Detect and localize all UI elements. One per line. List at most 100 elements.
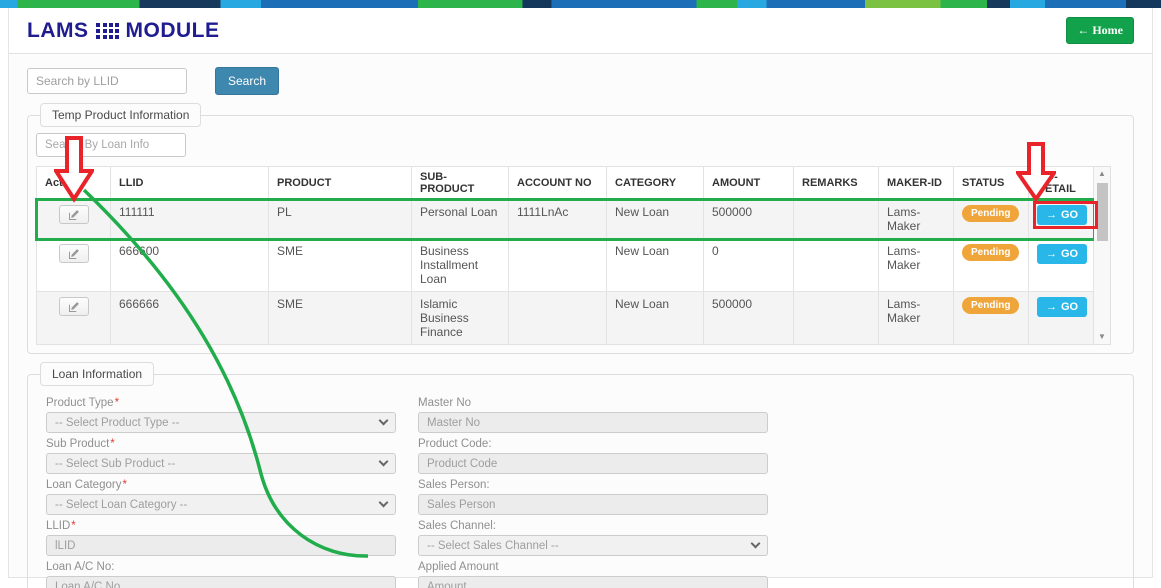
cell-category: New Loan bbox=[606, 199, 704, 239]
temp-product-section: Temp Product Information Action LLID bbox=[27, 103, 1134, 354]
llid-search-bar: Search bbox=[27, 67, 1134, 95]
llid-field[interactable] bbox=[46, 535, 396, 556]
master-no-field[interactable] bbox=[418, 412, 768, 433]
temp-product-table: Action LLID PRODUCT SUB-PRODUCT ACCOUNT … bbox=[34, 166, 1099, 345]
cell-maker-id: Lams-Maker bbox=[878, 238, 954, 292]
col-maker-id: MAKER-ID bbox=[878, 166, 954, 200]
sales-person-field[interactable] bbox=[418, 494, 768, 515]
cell-llid: 111111 bbox=[110, 199, 269, 239]
loan-information-section: Loan Information Product Type -- Select … bbox=[27, 362, 1134, 588]
chevron-down-icon bbox=[378, 497, 389, 508]
col-product: PRODUCT bbox=[268, 166, 412, 200]
pencil-icon bbox=[68, 301, 79, 312]
col-remarks: REMARKS bbox=[793, 166, 879, 200]
cell-amount: 500000 bbox=[703, 199, 794, 239]
edit-button[interactable] bbox=[58, 205, 89, 224]
chevron-down-icon bbox=[378, 456, 389, 467]
status-badge: Pending bbox=[962, 205, 1020, 222]
loan-information-legend: Loan Information bbox=[40, 362, 155, 386]
loan-category-label: Loan Category bbox=[46, 479, 396, 491]
table-row[interactable]: 111111 PL Personal Loan 1111LnAc New Loa… bbox=[34, 197, 1099, 241]
cell-category: New Loan bbox=[606, 238, 704, 292]
temp-product-legend: Temp Product Information bbox=[40, 103, 202, 127]
sales-channel-label: Sales Channel: bbox=[418, 520, 496, 532]
main-content: Search Temp Product Information Action bbox=[9, 54, 1152, 588]
cell-remarks bbox=[793, 238, 879, 292]
cell-amount: 0 bbox=[703, 238, 794, 292]
cell-product: SME bbox=[268, 238, 412, 292]
search-button[interactable]: Search bbox=[215, 67, 280, 95]
master-no-label: Master No bbox=[418, 397, 472, 409]
brand-text-lams: LAMS bbox=[27, 18, 89, 42]
cell-account-no bbox=[508, 291, 607, 345]
cell-llid: 666600 bbox=[110, 238, 269, 292]
col-go-detail: GO-DETAIL bbox=[1028, 166, 1094, 200]
sales-person-label: Sales Person: bbox=[418, 479, 490, 491]
search-llid-input[interactable] bbox=[27, 68, 187, 94]
cell-sub-product: Personal Loan bbox=[411, 199, 509, 239]
edit-button[interactable] bbox=[58, 244, 89, 263]
home-button[interactable]: ← Home bbox=[1066, 17, 1134, 44]
col-llid: LLID bbox=[110, 166, 269, 200]
app-window: LAMS MODULE ←Home Search Temp Product In… bbox=[8, 8, 1153, 588]
col-action: Action bbox=[36, 166, 111, 200]
table-row[interactable]: 666600 SME Business Installment Loan New… bbox=[36, 238, 1094, 292]
cell-account-no bbox=[508, 238, 607, 292]
cell-remarks bbox=[793, 199, 879, 239]
go-detail-button[interactable]: → GO bbox=[1037, 244, 1088, 264]
go-detail-button[interactable]: → GO bbox=[1037, 205, 1088, 225]
status-badge: Pending bbox=[962, 297, 1020, 314]
cell-sub-product: Business Installment Loan bbox=[411, 238, 509, 292]
go-arrow-icon: → bbox=[1046, 209, 1057, 221]
back-arrow-icon: ← bbox=[1077, 23, 1090, 37]
page-title: LAMS MODULE bbox=[27, 19, 220, 43]
col-category: CATEGORY bbox=[606, 166, 704, 200]
cell-amount: 500000 bbox=[703, 291, 794, 345]
table-row[interactable]: 666666 SME Islamic Business Finance New … bbox=[36, 291, 1094, 345]
chevron-down-icon bbox=[750, 538, 761, 549]
cell-sub-product: Islamic Business Finance bbox=[411, 291, 509, 345]
col-status: STATUS bbox=[953, 166, 1029, 200]
product-code-field[interactable] bbox=[418, 453, 768, 474]
llid-label: LLID bbox=[46, 520, 396, 532]
brand-text-module: MODULE bbox=[125, 18, 220, 42]
go-detail-button[interactable]: → GO bbox=[1037, 297, 1088, 317]
cell-product: PL bbox=[268, 199, 412, 239]
cell-maker-id: Lams-Maker bbox=[878, 291, 954, 345]
scroll-up-icon[interactable]: ▲ bbox=[1098, 169, 1106, 178]
edit-button[interactable] bbox=[58, 297, 89, 316]
brand-color-strip bbox=[0, 0, 1161, 8]
col-sub-product: SUB-PRODUCT bbox=[411, 166, 509, 200]
go-arrow-icon: → bbox=[1046, 248, 1057, 260]
loan-info-filter-input[interactable] bbox=[36, 133, 186, 157]
loan-form-left-column: Product Type -- Select Product Type -- S… bbox=[46, 392, 396, 588]
applied-amount-field[interactable] bbox=[418, 576, 768, 588]
table-scrollbar[interactable]: ▲ ▼ bbox=[1094, 166, 1111, 345]
col-account-no: ACCOUNT NO bbox=[508, 166, 607, 200]
cell-account-no: 1111LnAc bbox=[508, 199, 607, 239]
app-header: LAMS MODULE ← Home bbox=[9, 8, 1152, 54]
grid-logo-icon bbox=[95, 22, 119, 39]
col-amount: AMOUNT bbox=[703, 166, 794, 200]
table-header-row: Action LLID PRODUCT SUB-PRODUCT ACCOUNT … bbox=[36, 166, 1094, 200]
cell-product: SME bbox=[268, 291, 412, 345]
scroll-down-icon[interactable]: ▼ bbox=[1098, 332, 1106, 341]
cell-remarks bbox=[793, 291, 879, 345]
product-code-label: Product Code: bbox=[418, 438, 492, 450]
loan-ac-no-label: Loan A/C No: bbox=[46, 561, 115, 573]
product-type-select[interactable]: -- Select Product Type -- bbox=[46, 412, 396, 433]
chevron-down-icon bbox=[378, 415, 389, 426]
scrollbar-thumb[interactable] bbox=[1096, 183, 1108, 241]
applied-amount-label: Applied Amount bbox=[418, 561, 499, 573]
loan-form-right-column: Master No Product Code: Sales Person: Sa… bbox=[418, 392, 768, 588]
pencil-icon bbox=[68, 248, 79, 259]
product-type-label: Product Type bbox=[46, 397, 396, 409]
sales-channel-select[interactable]: -- Select Sales Channel -- bbox=[418, 535, 768, 556]
cell-category: New Loan bbox=[606, 291, 704, 345]
cell-maker-id: Lams-Maker bbox=[878, 199, 954, 239]
status-badge: Pending bbox=[962, 244, 1020, 261]
go-arrow-icon: → bbox=[1046, 301, 1057, 313]
sub-product-select[interactable]: -- Select Sub Product -- bbox=[46, 453, 396, 474]
loan-category-select[interactable]: -- Select Loan Category -- bbox=[46, 494, 396, 515]
loan-ac-no-field[interactable] bbox=[46, 576, 396, 588]
